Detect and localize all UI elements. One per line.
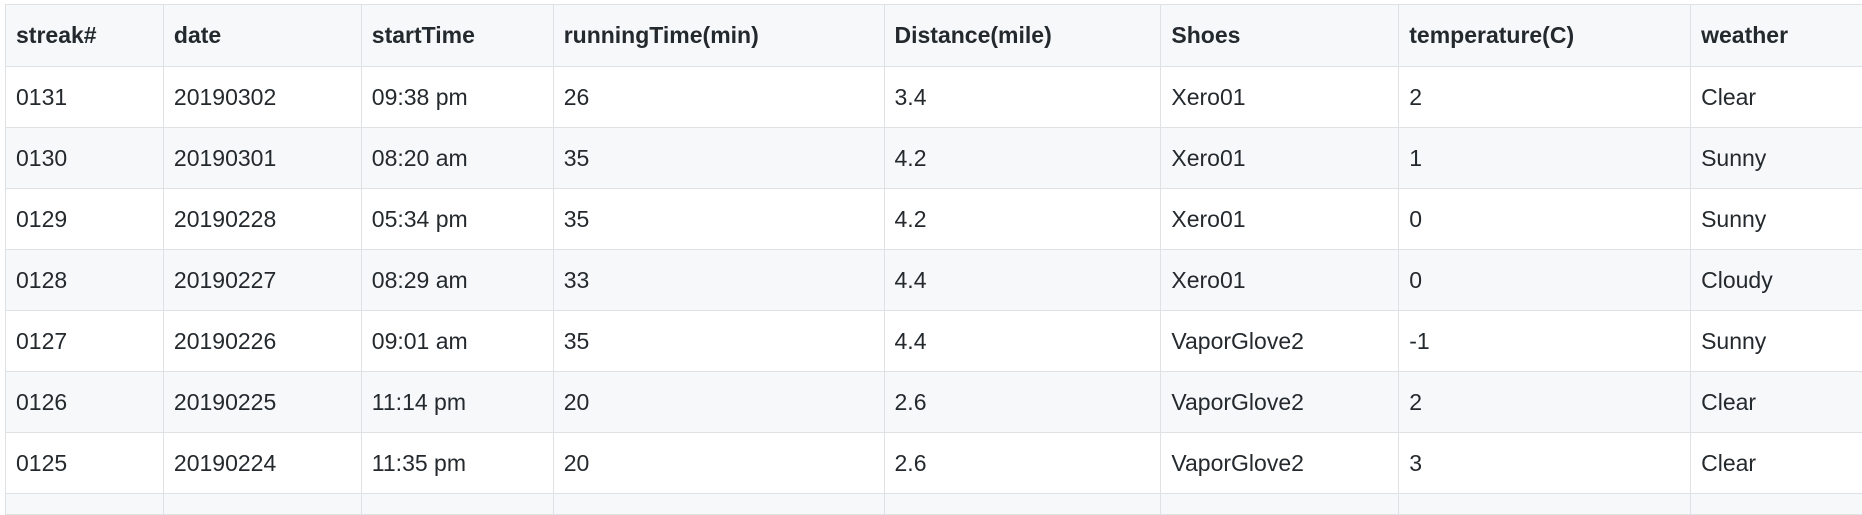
cell-shoes: VaporGlove2 (1161, 433, 1399, 494)
cell-weather: Clear (1691, 433, 1862, 494)
cell-shoes: Xero01 (1161, 67, 1399, 128)
column-header-streak: streak# (6, 5, 164, 67)
cell-running-time: 20 (553, 372, 884, 433)
cell-streak: 0129 (6, 189, 164, 250)
cell-date: 20190301 (163, 128, 361, 189)
table-header: streak# date startTime runningTime(min) … (6, 5, 1862, 67)
cell-streak: 0130 (6, 128, 164, 189)
cell-streak: 0128 (6, 250, 164, 311)
cell-distance: 4.4 (884, 311, 1161, 372)
column-header-start-time: startTime (361, 5, 553, 67)
cell-empty (361, 494, 553, 515)
table-row: 0128 20190227 08:29 am 33 4.4 Xero01 0 C… (6, 250, 1862, 311)
cell-weather: Sunny (1691, 128, 1862, 189)
table-row: 0125 20190224 11:35 pm 20 2.6 VaporGlove… (6, 433, 1862, 494)
cell-temperature: 0 (1399, 250, 1691, 311)
running-log-table-container: streak# date startTime runningTime(min) … (5, 4, 1862, 515)
cell-temperature: 1 (1399, 128, 1691, 189)
cell-weather: Sunny (1691, 189, 1862, 250)
cell-temperature: -1 (1399, 311, 1691, 372)
cell-streak: 0127 (6, 311, 164, 372)
table-row: 0130 20190301 08:20 am 35 4.2 Xero01 1 S… (6, 128, 1862, 189)
cell-shoes: VaporGlove2 (1161, 311, 1399, 372)
header-row: streak# date startTime runningTime(min) … (6, 5, 1862, 67)
cell-start-time: 11:35 pm (361, 433, 553, 494)
column-header-weather: weather (1691, 5, 1862, 67)
cell-start-time: 11:14 pm (361, 372, 553, 433)
cell-empty (163, 494, 361, 515)
cell-empty (553, 494, 884, 515)
cell-streak: 0126 (6, 372, 164, 433)
cell-distance: 2.6 (884, 372, 1161, 433)
cell-temperature: 3 (1399, 433, 1691, 494)
cell-weather: Cloudy (1691, 250, 1862, 311)
column-header-date: date (163, 5, 361, 67)
table-row: 0127 20190226 09:01 am 35 4.4 VaporGlove… (6, 311, 1862, 372)
cell-empty (1161, 494, 1399, 515)
column-header-temperature: temperature(C) (1399, 5, 1691, 67)
cell-weather: Clear (1691, 67, 1862, 128)
cell-date: 20190302 (163, 67, 361, 128)
cell-streak: 0125 (6, 433, 164, 494)
cell-start-time: 08:29 am (361, 250, 553, 311)
cell-start-time: 09:38 pm (361, 67, 553, 128)
cell-running-time: 35 (553, 128, 884, 189)
cell-date: 20190228 (163, 189, 361, 250)
column-header-distance: Distance(mile) (884, 5, 1161, 67)
cell-empty (6, 494, 164, 515)
cell-running-time: 20 (553, 433, 884, 494)
table-row: 0131 20190302 09:38 pm 26 3.4 Xero01 2 C… (6, 67, 1862, 128)
cell-shoes: Xero01 (1161, 128, 1399, 189)
table-body: 0131 20190302 09:38 pm 26 3.4 Xero01 2 C… (6, 67, 1862, 515)
table-row: 0126 20190225 11:14 pm 20 2.6 VaporGlove… (6, 372, 1862, 433)
column-header-running-time: runningTime(min) (553, 5, 884, 67)
cell-running-time: 35 (553, 189, 884, 250)
cell-date: 20190224 (163, 433, 361, 494)
cell-empty (1399, 494, 1691, 515)
table-row: 0129 20190228 05:34 pm 35 4.2 Xero01 0 S… (6, 189, 1862, 250)
cell-running-time: 35 (553, 311, 884, 372)
cell-distance: 3.4 (884, 67, 1161, 128)
cell-empty (884, 494, 1161, 515)
cell-running-time: 33 (553, 250, 884, 311)
cell-distance: 4.2 (884, 128, 1161, 189)
cell-weather: Clear (1691, 372, 1862, 433)
cell-temperature: 2 (1399, 67, 1691, 128)
cell-shoes: VaporGlove2 (1161, 372, 1399, 433)
cell-distance: 4.2 (884, 189, 1161, 250)
cell-running-time: 26 (553, 67, 884, 128)
running-log-table: streak# date startTime runningTime(min) … (5, 4, 1862, 515)
cell-start-time: 08:20 am (361, 128, 553, 189)
cell-shoes: Xero01 (1161, 250, 1399, 311)
cell-weather: Sunny (1691, 311, 1862, 372)
cell-streak: 0131 (6, 67, 164, 128)
cell-empty (1691, 494, 1862, 515)
cell-distance: 4.4 (884, 250, 1161, 311)
cell-temperature: 0 (1399, 189, 1691, 250)
cell-start-time: 05:34 pm (361, 189, 553, 250)
cell-date: 20190226 (163, 311, 361, 372)
cell-temperature: 2 (1399, 372, 1691, 433)
cell-date: 20190225 (163, 372, 361, 433)
table-row-partial (6, 494, 1862, 515)
cell-date: 20190227 (163, 250, 361, 311)
cell-start-time: 09:01 am (361, 311, 553, 372)
cell-shoes: Xero01 (1161, 189, 1399, 250)
column-header-shoes: Shoes (1161, 5, 1399, 67)
cell-distance: 2.6 (884, 433, 1161, 494)
